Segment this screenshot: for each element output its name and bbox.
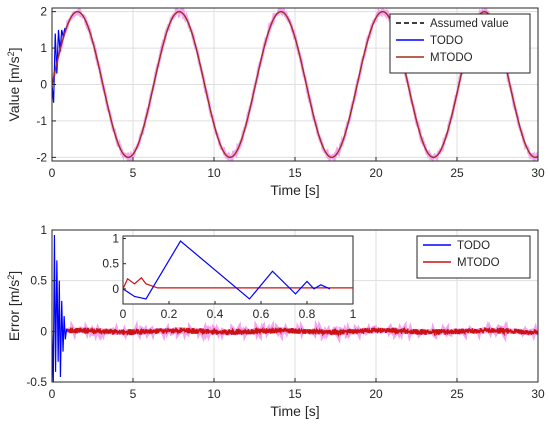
x-tick-label: 20	[369, 166, 383, 180]
inset-x-tick-label: 0.6	[253, 307, 270, 321]
legend-label: Assumed value	[430, 18, 509, 30]
legend-label: MTODO	[430, 52, 473, 64]
y-tick-label: 0.5	[30, 274, 47, 288]
legend-label: TODO	[430, 35, 463, 47]
ticks: 0 5 10 15 20 25 30-0.500.51	[26, 223, 545, 401]
y-tick-label: 1	[40, 41, 47, 55]
x-tick-label: 15	[288, 387, 302, 401]
y-axis-label: Error [m/s2]	[6, 271, 22, 341]
mtodo-line	[65, 326, 538, 338]
x-tick-label: 25	[450, 387, 464, 401]
y-axis-label-main: Value [m/s	[6, 56, 22, 121]
inset-y-tick-label: 0.5	[102, 257, 119, 271]
data-layer	[52, 8, 538, 161]
x-tick-label: 25	[450, 166, 464, 180]
inset-todo-line	[122, 240, 331, 300]
inset-mtodo-line	[122, 276, 353, 290]
y-tick-label: 1	[40, 223, 47, 237]
legend-box	[389, 13, 531, 74]
x-tick-label: 0	[49, 166, 56, 180]
inset-x-tick-label: 1	[350, 307, 357, 321]
inset: 0 0.2 0.4 0.6 0.8 1 0 0.5 1	[102, 232, 356, 321]
inset-x-tick-label: 0	[120, 307, 127, 321]
todo-line	[52, 235, 68, 382]
legend-label: TODO	[457, 240, 490, 252]
data-layer	[52, 235, 538, 382]
x-tick-label: 15	[288, 166, 302, 180]
legend: TODO MTODO	[416, 235, 531, 279]
legend-label: MTODO	[457, 257, 500, 269]
y-tick-label: 2	[40, 5, 47, 19]
x-tick-label: 5	[130, 387, 137, 401]
y-tick-label: -1	[36, 114, 47, 128]
y-axis-label-main: Error [m/s	[6, 280, 22, 341]
y-axis-label-end: ]	[6, 271, 22, 275]
x-tick-label: 30	[531, 166, 545, 180]
x-tick-label: 10	[207, 166, 221, 180]
inset-box	[122, 235, 354, 305]
x-axis-label: Time [s]	[270, 403, 319, 419]
x-tick-label: 0	[49, 387, 56, 401]
inset-x-tick-label: 0.8	[299, 307, 316, 321]
inset-x-tick-label: 0.2	[161, 307, 178, 321]
todo-line	[52, 27, 66, 103]
y-axis-label-sup: 2	[6, 275, 16, 280]
y-tick-label: -0.5	[26, 375, 47, 389]
y-tick-label: 0	[40, 324, 47, 338]
x-tick-label: 5	[130, 166, 137, 180]
x-axis-label: Time [s]	[270, 182, 319, 198]
x-tick-label: 20	[369, 387, 383, 401]
ticks: 0 5 10 15 20 25 30 -2 -1 0 1 2	[36, 5, 545, 180]
y-tick-label: -2	[36, 150, 47, 164]
inset-y-tick-label: 0	[112, 282, 119, 296]
y-axis-label-sup: 2	[6, 51, 16, 56]
inset-y-tick-label: 1	[112, 232, 119, 246]
legend-box	[416, 235, 531, 279]
inset-x-tick-label: 0.4	[207, 307, 224, 321]
mtodo-line	[52, 10, 538, 159]
legend: Assumed value TODO MTODO	[389, 13, 531, 74]
x-tick-label: 30	[531, 387, 545, 401]
y-tick-label: 0	[40, 78, 47, 92]
y-axis-label-end: ]	[6, 47, 22, 51]
x-tick-label: 10	[207, 387, 221, 401]
y-axis-label: Value [m/s2]	[6, 47, 22, 121]
